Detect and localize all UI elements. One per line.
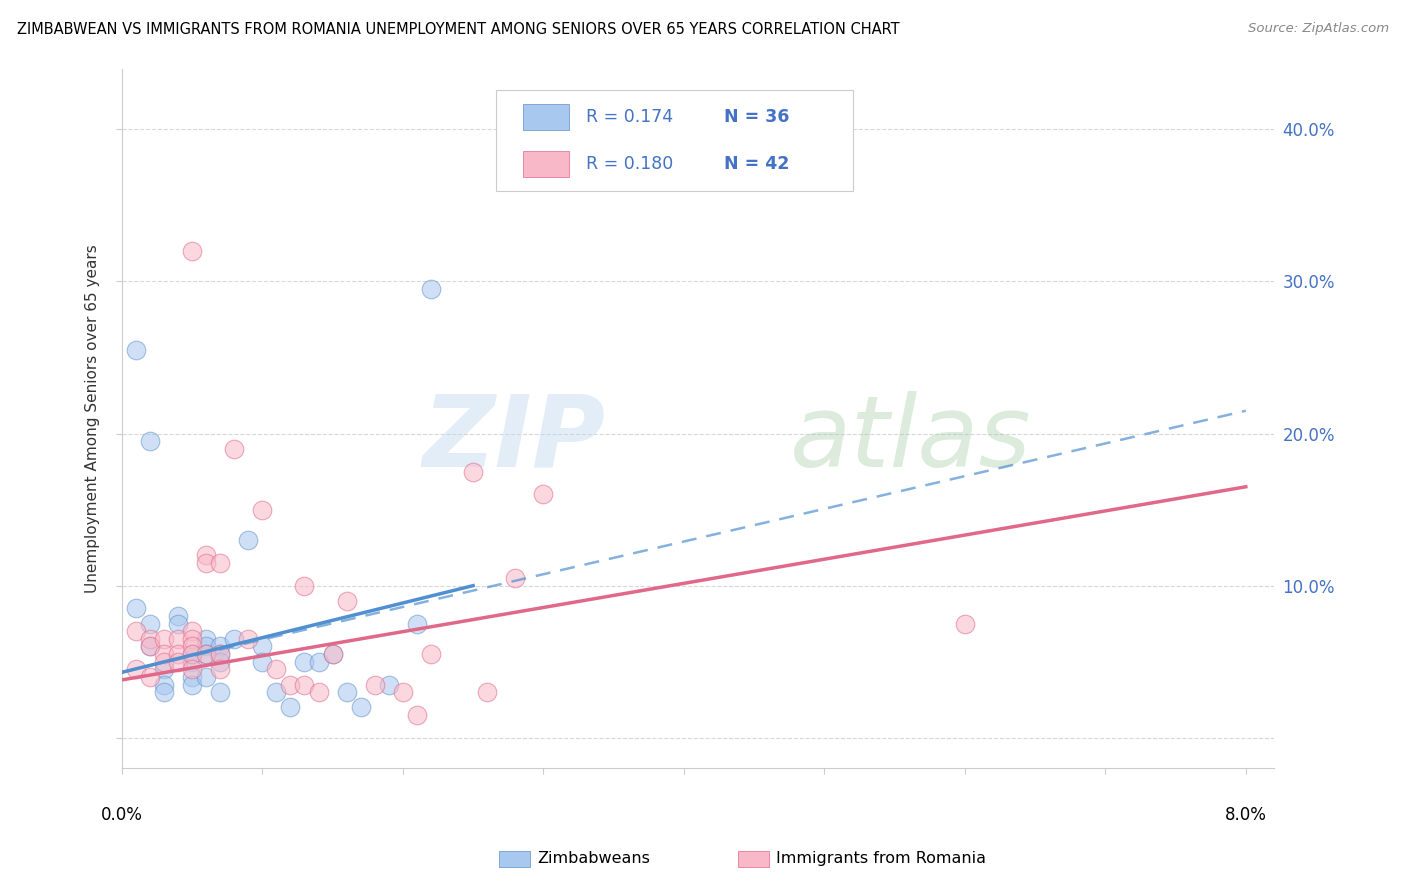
Text: 8.0%: 8.0% bbox=[1225, 806, 1267, 824]
Point bbox=[419, 282, 441, 296]
Point bbox=[195, 632, 218, 646]
Point bbox=[167, 609, 190, 624]
Text: ZIP: ZIP bbox=[423, 391, 606, 488]
Point bbox=[953, 616, 976, 631]
Point bbox=[181, 632, 204, 646]
Point bbox=[252, 640, 274, 654]
Point bbox=[531, 487, 554, 501]
Point bbox=[238, 533, 260, 547]
Point bbox=[195, 640, 218, 654]
Point bbox=[181, 647, 204, 661]
Point bbox=[503, 571, 526, 585]
Point bbox=[181, 640, 204, 654]
Point bbox=[294, 655, 316, 669]
Point bbox=[167, 647, 190, 661]
Point bbox=[252, 502, 274, 516]
Point bbox=[308, 685, 330, 699]
FancyBboxPatch shape bbox=[496, 89, 853, 191]
Point bbox=[195, 548, 218, 562]
Point bbox=[181, 244, 204, 258]
Point bbox=[252, 655, 274, 669]
Point bbox=[153, 632, 176, 646]
Point bbox=[266, 685, 288, 699]
Point bbox=[139, 434, 162, 449]
Point bbox=[181, 647, 204, 661]
Point bbox=[322, 647, 344, 661]
Text: N = 42: N = 42 bbox=[724, 155, 790, 173]
Point bbox=[405, 707, 427, 722]
FancyBboxPatch shape bbox=[523, 103, 569, 130]
Point bbox=[209, 647, 232, 661]
Point bbox=[475, 685, 498, 699]
Point bbox=[139, 640, 162, 654]
Point bbox=[209, 685, 232, 699]
Point bbox=[308, 655, 330, 669]
Point bbox=[209, 662, 232, 676]
Point bbox=[153, 655, 176, 669]
Point bbox=[139, 616, 162, 631]
Point bbox=[125, 601, 148, 615]
Point bbox=[280, 700, 302, 714]
Point bbox=[392, 685, 415, 699]
Point bbox=[153, 662, 176, 676]
Point bbox=[153, 685, 176, 699]
Point bbox=[125, 662, 148, 676]
Text: 0.0%: 0.0% bbox=[101, 806, 143, 824]
Point bbox=[195, 647, 218, 661]
Point bbox=[209, 655, 232, 669]
Point bbox=[378, 677, 401, 691]
Point bbox=[153, 677, 176, 691]
Text: N = 36: N = 36 bbox=[724, 108, 790, 126]
FancyBboxPatch shape bbox=[523, 151, 569, 178]
Point bbox=[167, 632, 190, 646]
Point bbox=[139, 670, 162, 684]
Point bbox=[195, 647, 218, 661]
Point bbox=[238, 632, 260, 646]
Point bbox=[153, 647, 176, 661]
Point bbox=[125, 343, 148, 357]
Y-axis label: Unemployment Among Seniors over 65 years: Unemployment Among Seniors over 65 years bbox=[86, 244, 100, 592]
Text: atlas: atlas bbox=[790, 391, 1032, 488]
Point bbox=[224, 632, 246, 646]
Point bbox=[224, 442, 246, 456]
Point bbox=[181, 624, 204, 639]
Point bbox=[336, 685, 359, 699]
Point bbox=[364, 677, 387, 691]
Point bbox=[209, 647, 232, 661]
Point bbox=[125, 624, 148, 639]
Text: Zimbabweans: Zimbabweans bbox=[537, 852, 650, 866]
Point bbox=[195, 670, 218, 684]
Point bbox=[181, 677, 204, 691]
Point bbox=[350, 700, 373, 714]
Point bbox=[405, 616, 427, 631]
Point bbox=[419, 647, 441, 661]
Point bbox=[461, 465, 484, 479]
Point bbox=[167, 616, 190, 631]
Point bbox=[209, 556, 232, 570]
Point bbox=[139, 640, 162, 654]
Point bbox=[181, 670, 204, 684]
Text: R = 0.174: R = 0.174 bbox=[586, 108, 673, 126]
Text: Source: ZipAtlas.com: Source: ZipAtlas.com bbox=[1249, 22, 1389, 36]
Point bbox=[294, 579, 316, 593]
Point bbox=[266, 662, 288, 676]
Point bbox=[280, 677, 302, 691]
Point bbox=[181, 662, 204, 676]
Point bbox=[139, 632, 162, 646]
Text: R = 0.180: R = 0.180 bbox=[586, 155, 673, 173]
Point bbox=[209, 640, 232, 654]
Point bbox=[336, 594, 359, 608]
Point bbox=[195, 556, 218, 570]
Point bbox=[167, 655, 190, 669]
Text: Immigrants from Romania: Immigrants from Romania bbox=[776, 852, 986, 866]
Point bbox=[294, 677, 316, 691]
Point bbox=[322, 647, 344, 661]
Point bbox=[181, 655, 204, 669]
Text: ZIMBABWEAN VS IMMIGRANTS FROM ROMANIA UNEMPLOYMENT AMONG SENIORS OVER 65 YEARS C: ZIMBABWEAN VS IMMIGRANTS FROM ROMANIA UN… bbox=[17, 22, 900, 37]
